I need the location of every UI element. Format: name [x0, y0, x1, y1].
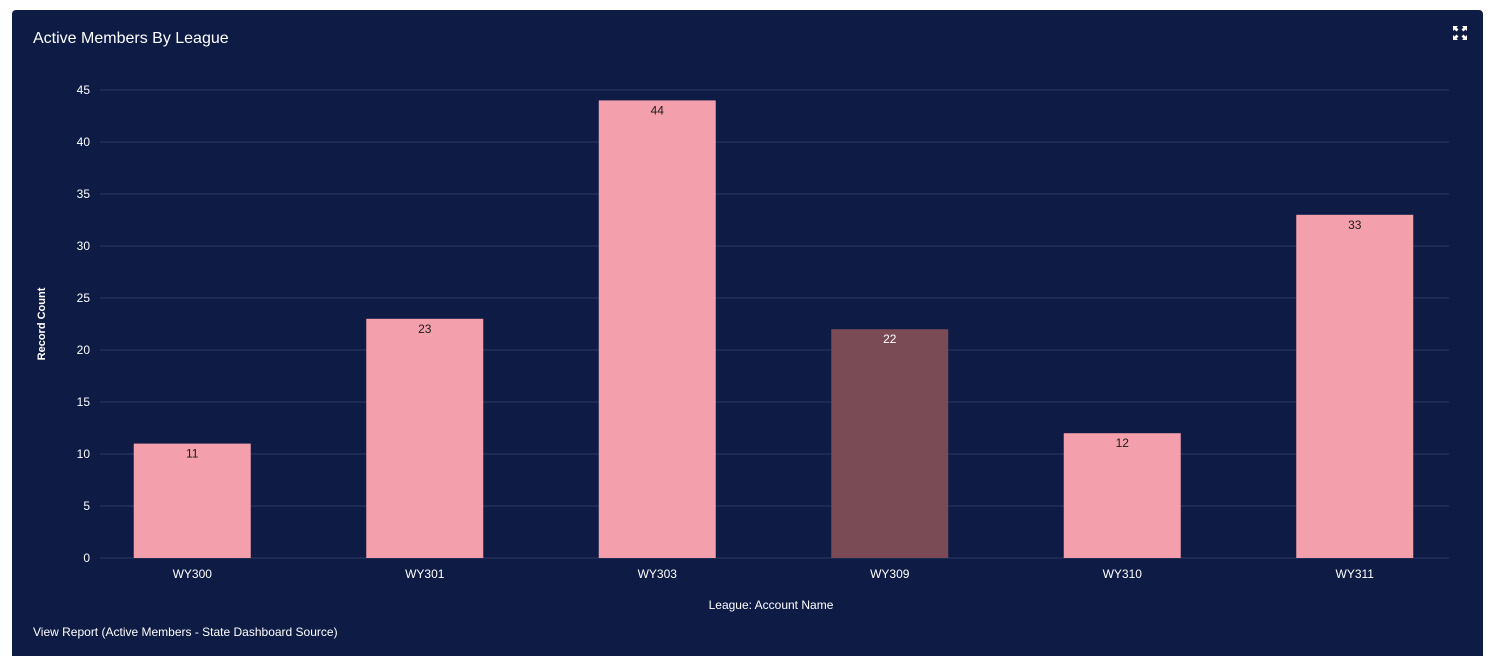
bar-wy300[interactable] — [133, 443, 251, 558]
bar-wy301[interactable] — [366, 318, 484, 558]
data-label: 12 — [1116, 436, 1130, 450]
y-tick-label: 15 — [77, 395, 91, 409]
data-label: 11 — [186, 447, 199, 461]
data-labels: 11 23 44 22 12 33 — [186, 103, 1362, 460]
bar-wy311[interactable] — [1296, 214, 1414, 559]
view-report-link[interactable]: View Report (Active Members - State Dash… — [33, 625, 338, 639]
expand-arrows-icon — [1453, 26, 1467, 40]
y-tick-label: 20 — [77, 343, 91, 357]
x-axis-ticks: WY300 WY301 WY303 WY309 WY310 WY311 — [173, 567, 1375, 581]
x-tick-label: WY303 — [638, 567, 678, 581]
y-tick-label: 5 — [83, 499, 90, 513]
dashboard-panel: Active Members By League 0 5 10 15 20 25 30 35 4… — [12, 10, 1483, 656]
bar-wy310[interactable] — [1063, 433, 1181, 558]
bar-wy303[interactable] — [598, 100, 716, 559]
data-label: 23 — [418, 322, 432, 336]
x-tick-label: WY311 — [1336, 567, 1375, 581]
y-axis-ticks: 0 5 10 15 20 25 30 35 40 45 — [77, 83, 91, 565]
y-tick-label: 40 — [77, 135, 91, 149]
gridlines — [100, 89, 1449, 559]
x-tick-label: WY300 — [173, 567, 213, 581]
y-tick-label: 35 — [77, 187, 91, 201]
bar-wy309[interactable] — [831, 329, 949, 558]
data-label: 33 — [1348, 218, 1362, 232]
panel-title: Active Members By League — [33, 30, 229, 47]
x-tick-label: WY309 — [870, 567, 910, 581]
expand-icon[interactable] — [1453, 26, 1467, 40]
bars — [133, 100, 1414, 559]
data-label: 22 — [883, 332, 897, 346]
y-tick-label: 30 — [77, 239, 91, 253]
data-label: 44 — [651, 103, 665, 117]
x-tick-label: WY310 — [1103, 567, 1143, 581]
y-tick-label: 25 — [77, 291, 91, 305]
y-axis-title: Record Count — [36, 287, 48, 360]
y-tick-label: 10 — [77, 447, 91, 461]
y-tick-label: 45 — [77, 83, 91, 97]
y-tick-label: 0 — [83, 551, 90, 565]
x-tick-label: WY301 — [405, 567, 445, 581]
x-axis-title: League: Account Name — [709, 598, 834, 612]
